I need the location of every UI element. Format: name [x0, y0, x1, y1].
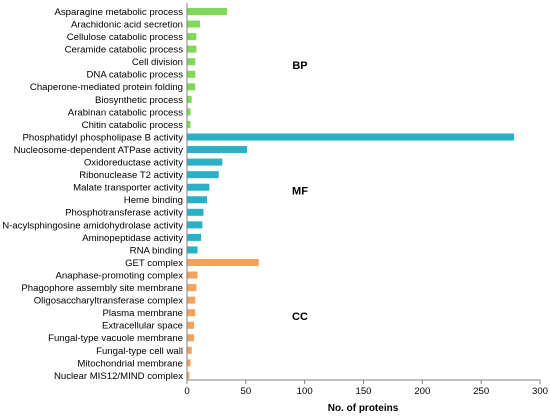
category-label: DNA catabolic process — [86, 70, 183, 81]
bar-mf-0 — [187, 133, 515, 141]
category-label: Cell division — [132, 57, 183, 68]
category-label: Extracellular space — [102, 321, 183, 332]
bar-cc-8 — [187, 359, 191, 367]
bar-bp-9 — [187, 120, 191, 128]
category-label: Nuclear MIS12/MIND complex — [54, 371, 183, 382]
bar-bp-4 — [187, 58, 196, 66]
category-label: Arachidonic acid secretion — [71, 19, 183, 30]
x-tick-label: 100 — [297, 386, 313, 397]
category-label: Heme binding — [124, 195, 183, 206]
bar-cc-1 — [187, 271, 198, 279]
bar-cc-7 — [187, 346, 192, 354]
category-label: Oxidoreductase activity — [84, 158, 183, 169]
category-label: Ribonuclease T2 activity — [79, 170, 183, 181]
category-label: Asparagine metabolic process — [54, 7, 183, 18]
x-tick-label: 150 — [355, 386, 371, 397]
bar-bp-8 — [187, 108, 191, 116]
bar-cc-5 — [187, 321, 195, 329]
x-tick-label: 250 — [473, 386, 489, 397]
category-label: GET complex — [125, 258, 183, 269]
category-label: Phosphatidyl phospholipase B activity — [22, 132, 183, 143]
x-axis-title: No. of proteins — [328, 403, 399, 414]
category-label: Fungal-type cell wall — [96, 346, 183, 357]
category-label: Anaphase-promoting complex — [56, 270, 184, 281]
x-tick-label: 50 — [240, 386, 251, 397]
bar-bp-3 — [187, 45, 197, 53]
category-label: Ceramide catabolic process — [65, 45, 184, 56]
category-label: Cellulose catabolic process — [67, 32, 183, 43]
category-label: N-acylsphingosine amidohydrolase activit… — [2, 220, 183, 231]
bar-mf-9 — [187, 246, 198, 254]
bar-cc-0 — [187, 259, 259, 266]
bars-layer — [187, 8, 515, 379]
category-label: Phosphotransferase activity — [65, 208, 183, 219]
x-tick-label: 300 — [532, 386, 548, 397]
bar-mf-6 — [187, 208, 204, 216]
group-labels: BP MF CC — [292, 60, 308, 323]
bar-mf-8 — [187, 233, 202, 241]
bar-mf-5 — [187, 196, 207, 204]
x-tick-label: 0 — [184, 386, 189, 397]
category-label: Aminopeptidase activity — [82, 233, 183, 244]
category-label: Nucleosome-dependent ATPase activity — [14, 145, 184, 156]
bar-bp-5 — [187, 70, 196, 78]
bar-cc-4 — [187, 309, 196, 317]
category-label: Phagophore assembly site membrane — [21, 283, 183, 294]
bar-cc-6 — [187, 334, 195, 342]
category-labels: Asparagine metabolic processArachidonic … — [2, 7, 183, 382]
bar-bp-2 — [187, 33, 197, 41]
bar-cc-9 — [187, 371, 190, 379]
bar-mf-2 — [187, 158, 223, 166]
bar-mf-1 — [187, 146, 248, 154]
category-label: Arabinan catabolic process — [68, 107, 183, 118]
bar-cc-2 — [187, 284, 197, 292]
category-label: Chitin catabolic process — [82, 120, 184, 131]
category-label: Fungal-type vacuole membrane — [48, 333, 183, 344]
bar-cc-3 — [187, 296, 196, 304]
bar-bp-7 — [187, 95, 192, 103]
category-label: Malate transporter activity — [73, 183, 183, 194]
bar-mf-3 — [187, 171, 219, 179]
x-tick-label: 200 — [414, 386, 430, 397]
bar-mf-7 — [187, 221, 203, 229]
bar-bp-0 — [187, 8, 228, 15]
axes: 0 50 100 150 200 250 300 — [184, 3, 548, 397]
category-label: Plasma membrane — [102, 308, 183, 319]
category-label: Mitochondrial membrane — [77, 358, 183, 369]
bar-bp-1 — [187, 20, 200, 28]
category-label: Biosynthetic process — [95, 95, 183, 106]
group-label-mf: MF — [292, 186, 308, 198]
bar-mf-4 — [187, 183, 210, 191]
category-label: Oligosaccharyltransferase complex — [34, 296, 184, 307]
category-label: Chaperone-mediated protein folding — [30, 82, 183, 93]
group-label-cc: CC — [292, 311, 308, 323]
group-label-bp: BP — [292, 60, 307, 72]
bar-bp-6 — [187, 83, 196, 91]
category-label: RNA binding — [130, 245, 183, 256]
